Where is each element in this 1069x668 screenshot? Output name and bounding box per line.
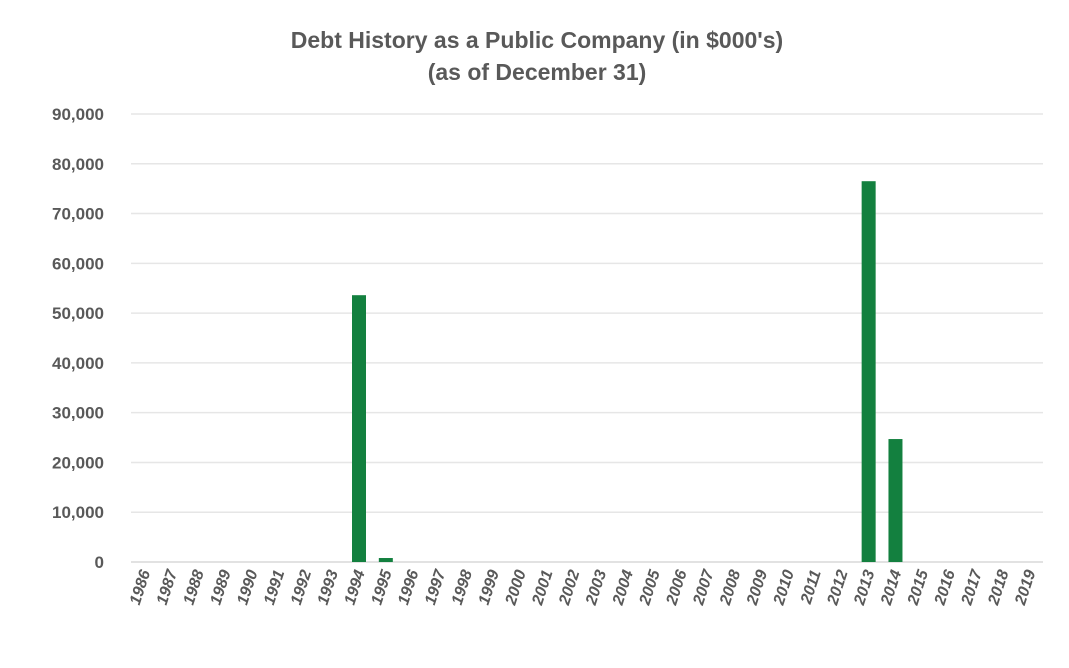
x-tick-label: 1986 — [127, 568, 154, 607]
x-tick-label: 1993 — [315, 568, 342, 607]
x-tick-label: 2017 — [958, 567, 986, 608]
y-tick-label: 20,000 — [52, 453, 104, 472]
y-tick-label: 70,000 — [52, 205, 104, 224]
x-tick-label: 2000 — [502, 568, 530, 608]
x-tick-label: 2013 — [851, 568, 879, 608]
bar-2014 — [888, 439, 903, 562]
x-tick-label: 1990 — [234, 568, 261, 607]
x-tick-label: 2009 — [744, 568, 772, 608]
x-tick-label: 2001 — [529, 568, 557, 608]
x-tick-label: 1998 — [449, 568, 476, 607]
x-tick-label: 1997 — [422, 567, 450, 607]
x-tick-label: 1992 — [288, 568, 315, 607]
x-tick-label: 2010 — [771, 568, 799, 608]
x-tick-label: 2011 — [798, 568, 825, 607]
bar-2013 — [861, 181, 876, 562]
x-tick-label: 2002 — [556, 568, 584, 608]
x-tick-label: 2005 — [636, 567, 664, 608]
x-tick-label: 1987 — [154, 567, 182, 607]
x-tick-label: 2003 — [583, 568, 611, 608]
y-tick-label: 40,000 — [52, 354, 104, 373]
x-tick-label: 1988 — [181, 568, 208, 607]
chart-title: Debt History as a Public Company (in $00… — [291, 27, 783, 53]
x-tick-label: 1999 — [476, 568, 503, 607]
x-tick-label: 1995 — [368, 567, 396, 607]
x-tick-label: 2007 — [690, 567, 718, 608]
bar-1994 — [352, 295, 366, 562]
x-tick-label: 1989 — [208, 568, 235, 607]
x-tick-label: 2019 — [1012, 568, 1040, 608]
x-tick-label: 1994 — [342, 568, 369, 607]
x-tick-label: 2014 — [878, 568, 906, 608]
y-tick-label: 30,000 — [52, 404, 104, 423]
x-tick-label: 2006 — [663, 568, 691, 608]
y-tick-label: 80,000 — [52, 155, 104, 174]
x-tick-label: 1991 — [261, 568, 288, 607]
x-tick-label: 2018 — [985, 568, 1013, 608]
x-tick-label: 2004 — [610, 568, 638, 608]
y-tick-label: 50,000 — [52, 304, 104, 323]
y-tick-label: 60,000 — [52, 254, 104, 273]
x-tick-label: 2015 — [905, 567, 933, 608]
y-tick-label: 10,000 — [52, 503, 104, 522]
y-tick-label: 0 — [95, 553, 104, 572]
x-tick-label: 2012 — [824, 568, 852, 608]
chart-subtitle: (as of December 31) — [428, 59, 647, 85]
bar-1995 — [378, 558, 393, 562]
x-tick-label: 1996 — [395, 568, 422, 607]
x-tick-label: 2008 — [717, 568, 745, 608]
y-tick-label: 90,000 — [52, 105, 104, 124]
x-tick-label: 2016 — [931, 568, 959, 608]
